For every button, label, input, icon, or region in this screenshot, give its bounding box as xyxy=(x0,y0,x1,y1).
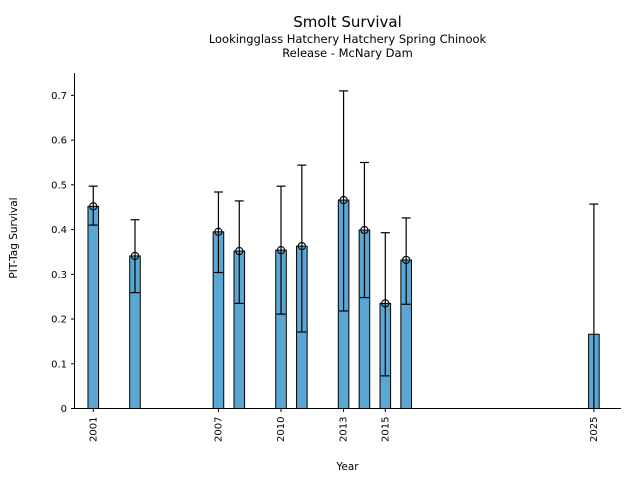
y-tick-label-0: 0 xyxy=(61,404,67,415)
point-marker-2007 xyxy=(214,227,223,236)
point-marker-2016 xyxy=(402,255,411,265)
y-tick-label-0.3: 0.3 xyxy=(51,270,67,281)
point-marker-2008 xyxy=(235,246,244,256)
y-axis-label: PIT-Tag Survival xyxy=(8,197,20,278)
chart-subtitle-line2: Release - McNary Dam xyxy=(282,46,413,60)
point-marker-2014 xyxy=(360,225,369,235)
x-tick-label-2007: 2007 xyxy=(213,417,224,442)
y-tick-label-0.5: 0.5 xyxy=(51,180,67,191)
point-marker-2011 xyxy=(297,241,307,251)
chart-subtitle-line1: Lookingglass Hatchery Hatchery Spring Ch… xyxy=(209,32,487,46)
y-tick-label-0.7: 0.7 xyxy=(51,91,67,102)
point-marker-2013 xyxy=(339,195,348,205)
chart-title: Smolt Survival xyxy=(293,13,402,31)
x-tick-label-2001: 2001 xyxy=(88,417,99,442)
x-tick-label-2015: 2015 xyxy=(380,417,391,442)
point-marker-2015 xyxy=(381,299,390,308)
point-marker-2010 xyxy=(276,245,286,255)
x-axis-label: Year xyxy=(335,461,359,473)
y-tick-label-0.2: 0.2 xyxy=(51,315,67,326)
y-tick-label-0.6: 0.6 xyxy=(51,136,67,147)
y-tick-label-0.4: 0.4 xyxy=(51,225,67,236)
y-tick-label-0.1: 0.1 xyxy=(51,359,67,370)
plot-area: 0 0.1 0.2 0.3 0.4 0.5 0.6 0.7 2001 2007 2010 2013 20… xyxy=(51,73,621,442)
x-tick-label-2010: 2010 xyxy=(276,417,287,442)
point-marker-2001 xyxy=(89,202,98,211)
x-tick-label-2013: 2013 xyxy=(339,417,350,442)
point-marker-2003 xyxy=(130,251,140,261)
x-tick-label-2025: 2025 xyxy=(589,417,600,442)
bar-2001 xyxy=(87,205,100,409)
